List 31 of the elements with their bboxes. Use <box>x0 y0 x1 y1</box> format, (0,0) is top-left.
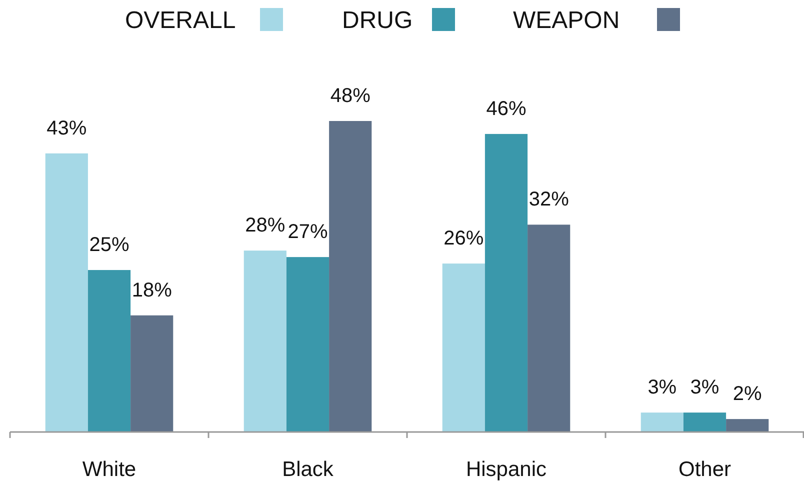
data-label: 46% <box>486 98 526 120</box>
bar <box>726 419 769 432</box>
x-tick-label: White <box>82 458 136 481</box>
data-label: 43% <box>46 117 87 140</box>
bar <box>45 153 88 432</box>
data-label: 27% <box>288 221 328 244</box>
bar <box>683 412 726 432</box>
bar <box>640 412 684 432</box>
legend-label: OVERALL <box>125 7 236 34</box>
bar <box>484 134 528 432</box>
x-tick-label: Black <box>282 458 334 481</box>
data-label: 3% <box>648 376 677 399</box>
data-label: 32% <box>528 188 570 211</box>
x-tick-label: Other <box>678 458 732 481</box>
data-label: 18% <box>132 279 172 302</box>
bar <box>442 264 485 432</box>
bar <box>528 224 570 432</box>
bar <box>286 257 330 432</box>
bar <box>88 270 131 432</box>
legend-label: DRUG <box>342 7 413 34</box>
x-tick-label: Hispanic <box>466 458 547 481</box>
bar <box>130 315 174 432</box>
data-label: 2% <box>732 383 762 406</box>
bar <box>329 121 372 432</box>
data-label: 48% <box>330 85 371 107</box>
data-label: 3% <box>690 376 720 399</box>
data-label: 28% <box>245 214 286 237</box>
data-label: 25% <box>89 234 130 256</box>
data-label: 26% <box>444 228 484 250</box>
bar <box>244 250 286 432</box>
legend-label: WEAPON <box>513 7 620 34</box>
